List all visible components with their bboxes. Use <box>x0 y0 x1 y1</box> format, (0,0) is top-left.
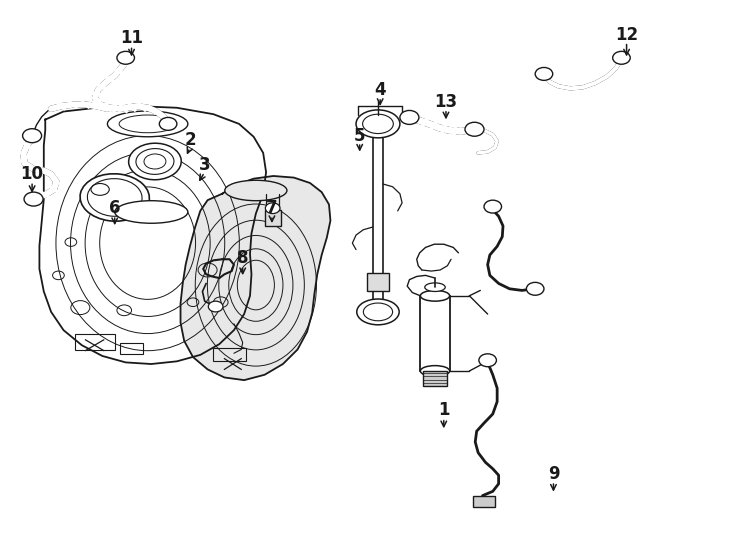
Ellipse shape <box>115 201 188 223</box>
Circle shape <box>24 192 43 206</box>
Ellipse shape <box>421 291 450 301</box>
Polygon shape <box>40 106 266 364</box>
Bar <box>367 273 389 292</box>
Polygon shape <box>181 176 330 380</box>
Circle shape <box>613 51 631 64</box>
Circle shape <box>117 51 134 64</box>
Text: 12: 12 <box>615 26 638 44</box>
Bar <box>265 210 280 226</box>
Bar <box>473 496 495 508</box>
Ellipse shape <box>421 366 450 376</box>
Text: 11: 11 <box>120 29 143 47</box>
Text: 10: 10 <box>21 165 43 184</box>
Ellipse shape <box>128 143 181 180</box>
Circle shape <box>465 122 484 136</box>
Ellipse shape <box>107 111 188 137</box>
Bar <box>120 342 143 354</box>
Text: 4: 4 <box>374 81 386 99</box>
Circle shape <box>208 301 223 312</box>
Text: 13: 13 <box>435 93 457 111</box>
Text: 1: 1 <box>438 401 449 418</box>
Text: 7: 7 <box>266 199 277 217</box>
Text: 9: 9 <box>548 465 559 483</box>
Text: 6: 6 <box>109 199 120 217</box>
Bar <box>214 348 247 361</box>
Ellipse shape <box>425 283 446 292</box>
Bar <box>421 296 450 371</box>
Circle shape <box>535 68 553 80</box>
Text: 2: 2 <box>184 131 196 149</box>
Circle shape <box>266 203 280 214</box>
Bar <box>75 334 115 349</box>
Ellipse shape <box>357 299 399 325</box>
Ellipse shape <box>80 174 150 221</box>
Circle shape <box>400 111 419 124</box>
Text: 3: 3 <box>199 156 211 174</box>
Circle shape <box>479 354 496 367</box>
Circle shape <box>23 129 42 143</box>
Ellipse shape <box>356 110 400 138</box>
Circle shape <box>526 282 544 295</box>
Ellipse shape <box>225 180 287 201</box>
Circle shape <box>159 117 177 130</box>
Bar <box>423 371 448 386</box>
Text: 8: 8 <box>237 249 248 267</box>
Text: 5: 5 <box>354 127 366 145</box>
Circle shape <box>484 200 501 213</box>
